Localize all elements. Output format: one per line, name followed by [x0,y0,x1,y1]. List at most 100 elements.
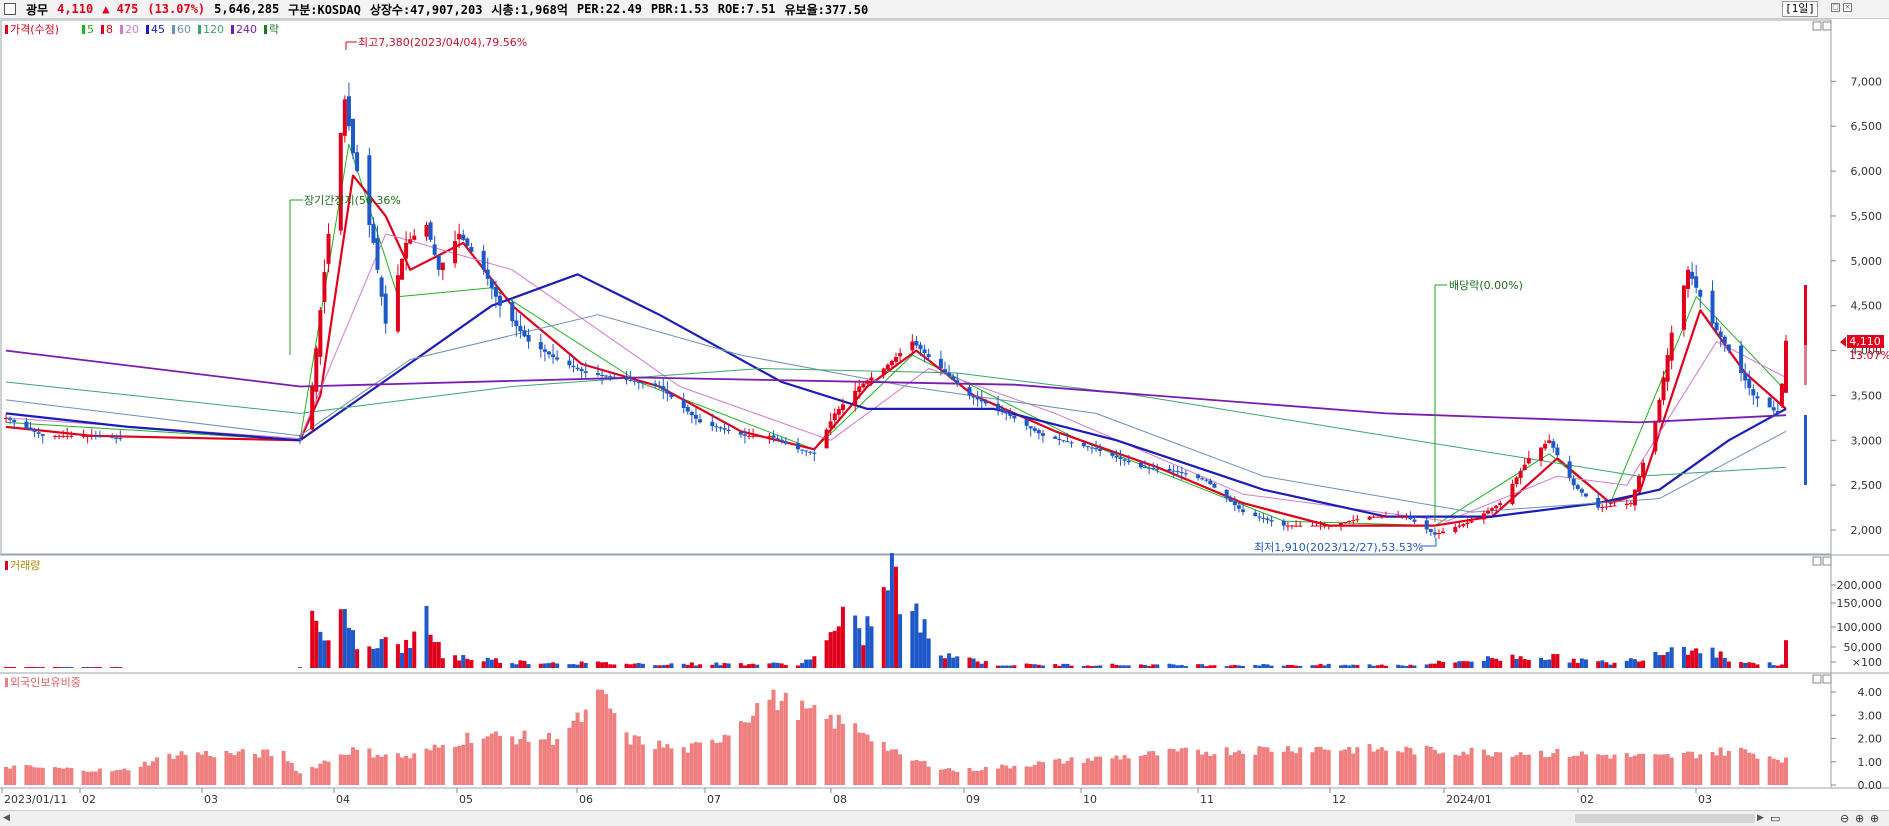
foreign-bar [1355,747,1360,785]
price-panel-max-icon[interactable] [1812,21,1822,31]
volume-bar [1767,662,1772,668]
close-icon[interactable]: × [1843,3,1852,12]
foreign-bar [714,743,719,785]
candle [1510,483,1515,505]
foreign-bar [1347,746,1352,785]
volume-panel-max-icon[interactable] [1812,556,1822,566]
volume-bar [1061,663,1066,668]
scroll-right-icon[interactable]: ▶ [1757,813,1764,823]
volume-bar [355,649,360,668]
price-panel-close-icon[interactable] [1822,21,1832,31]
foreign-bar [1555,749,1560,785]
candle [371,223,376,243]
volume-bar [714,662,719,668]
candle [1151,468,1156,470]
candle [926,354,931,357]
candle [52,435,57,437]
candle [1241,509,1246,513]
volume-bar [1490,658,1495,668]
volume-bar [1657,655,1662,668]
foreign-bar [1498,752,1503,785]
candle [551,354,556,357]
volume-bar [938,655,943,668]
foreign-bar [1285,746,1290,785]
volume-bar [575,664,580,668]
foreign-panel-close-icon[interactable] [1822,674,1832,684]
candle [938,358,943,369]
foreign-bar [1118,759,1123,785]
period-selector[interactable]: [1일] [1782,1,1818,17]
volume-bar [771,662,776,668]
volume-panel-close-icon[interactable] [1822,556,1832,566]
foreign-bar [142,761,147,785]
volume-bar [1147,666,1152,668]
candle [775,438,780,440]
volume-bar [1343,664,1348,668]
volume-bar [853,615,858,668]
horizontal-scrollbar[interactable]: ◀ ▶ ▭ ⊖ ⊕ ⊕ [0,810,1889,826]
volume-bar [118,667,123,668]
volume-bar [489,659,494,668]
foreign-bar [1343,749,1348,785]
volume-bar [538,663,543,668]
foreign-bar [1175,751,1180,785]
volume-bar [796,665,801,668]
foreign-bar [1318,746,1323,785]
candle [1228,498,1233,502]
panel-checkbox[interactable] [4,3,16,15]
volume-bar [1665,652,1670,668]
foreign-bar [1743,749,1748,785]
zoom-out-icon[interactable]: ⊖ [1840,812,1850,825]
volume-bar [346,627,351,668]
candle [1000,408,1005,412]
volume-bar [828,632,833,668]
restore-icon[interactable]: □ [1831,3,1840,12]
volume-bar [983,661,988,668]
candle [1114,455,1119,458]
volume-bar [1379,664,1384,668]
candle [1012,415,1017,419]
candle [1551,441,1556,448]
candle [1232,501,1237,506]
foreign-bar [1575,755,1580,785]
volume-bar [1167,663,1172,668]
foreign-bar [367,748,372,785]
foreign-panel-max-icon[interactable] [1812,674,1822,684]
scroll-left-icon[interactable]: ◀ [3,813,10,823]
foreign-bar [632,735,637,785]
candle [1110,452,1115,456]
volume-bar [767,663,772,668]
volume-bar [1298,665,1303,668]
candle [118,438,123,440]
candle [861,383,866,388]
volume-bar [1681,646,1686,668]
foreign-bar [726,735,731,785]
foreign-bar [767,699,772,785]
zoom-fit-icon[interactable]: ⊕ [1855,812,1865,825]
candle [661,386,666,391]
candle [681,399,686,409]
volume-bar [1669,647,1674,668]
foreign-bar [1583,754,1588,785]
foreign-bar [1686,751,1691,785]
candle [1637,476,1642,492]
candle [1453,527,1458,532]
foreign-bar [1281,751,1286,785]
foreign-bar [747,722,752,785]
volume-bar [514,664,519,668]
candle [1469,521,1474,523]
volume-bar [653,665,658,668]
candle [89,435,94,437]
foreign-bar [1147,751,1152,785]
foreign-bar [146,765,151,785]
volume-bar [1726,661,1731,668]
foreign-bar [1000,764,1005,785]
foreign-bar [8,768,13,785]
scroll-thumb[interactable] [1575,814,1755,823]
zoom-slider[interactable]: ▭ [1770,812,1781,825]
price-legend: 가격(수정) 5 8 20 45 60 120 240 락 [5,23,279,36]
volume-bar [522,661,527,668]
zoom-in-icon[interactable]: ⊕ [1870,812,1880,825]
volume-bar [28,667,33,668]
foreign-bar [118,769,123,785]
